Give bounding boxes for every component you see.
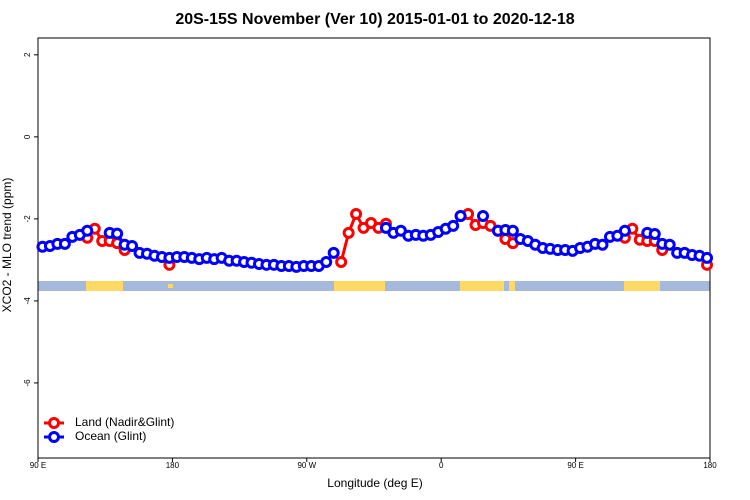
point [111, 227, 124, 240]
legend: Land (Nadir&Glint)Ocean (Glint) [44, 415, 174, 443]
land-strip [624, 281, 660, 291]
point [506, 224, 519, 237]
point [81, 224, 94, 237]
x-tick-label: 0 [439, 461, 444, 470]
point [663, 238, 676, 251]
land-strip [460, 281, 504, 291]
legend-label: Ocean (Glint) [75, 429, 146, 443]
chart-title: 20S-15S November (Ver 10) 2015-01-01 to … [175, 11, 574, 28]
y-tick-label: -2 [23, 215, 32, 223]
x-tick-label: 180 [166, 461, 180, 470]
x-axis-label: Longitude (deg E) [327, 476, 422, 490]
point [596, 238, 609, 251]
series [36, 210, 714, 273]
point [701, 251, 714, 264]
x-tick-label: 90 E [567, 461, 583, 470]
point [350, 207, 363, 220]
point [618, 224, 631, 237]
point [126, 239, 139, 252]
land-strip [168, 284, 173, 288]
point [58, 237, 71, 250]
y-tick-label: -4 [23, 297, 32, 305]
land-strip [509, 281, 515, 291]
surface-mask [38, 281, 710, 291]
land-strip [334, 281, 385, 291]
point [342, 226, 355, 239]
legend-marker [48, 431, 60, 443]
point [447, 219, 460, 232]
land-strip [86, 281, 123, 291]
point [320, 255, 333, 268]
y-tick-label: 2 [23, 52, 32, 57]
point [648, 228, 661, 241]
y-tick-label: 0 [23, 134, 32, 139]
x-tick-label: 180 [703, 461, 717, 470]
point [335, 255, 348, 268]
y-tick-label: -6 [23, 379, 32, 387]
point [454, 210, 467, 223]
legend-label: Land (Nadir&Glint) [75, 415, 174, 429]
point [327, 246, 340, 259]
point [477, 210, 490, 223]
x-tick-label: 90 E [30, 461, 46, 470]
y-axis-label: XCO2 - MLO trend (ppm) [0, 178, 14, 313]
x-tick-label: 90 W [297, 461, 316, 470]
legend-marker [48, 417, 60, 429]
